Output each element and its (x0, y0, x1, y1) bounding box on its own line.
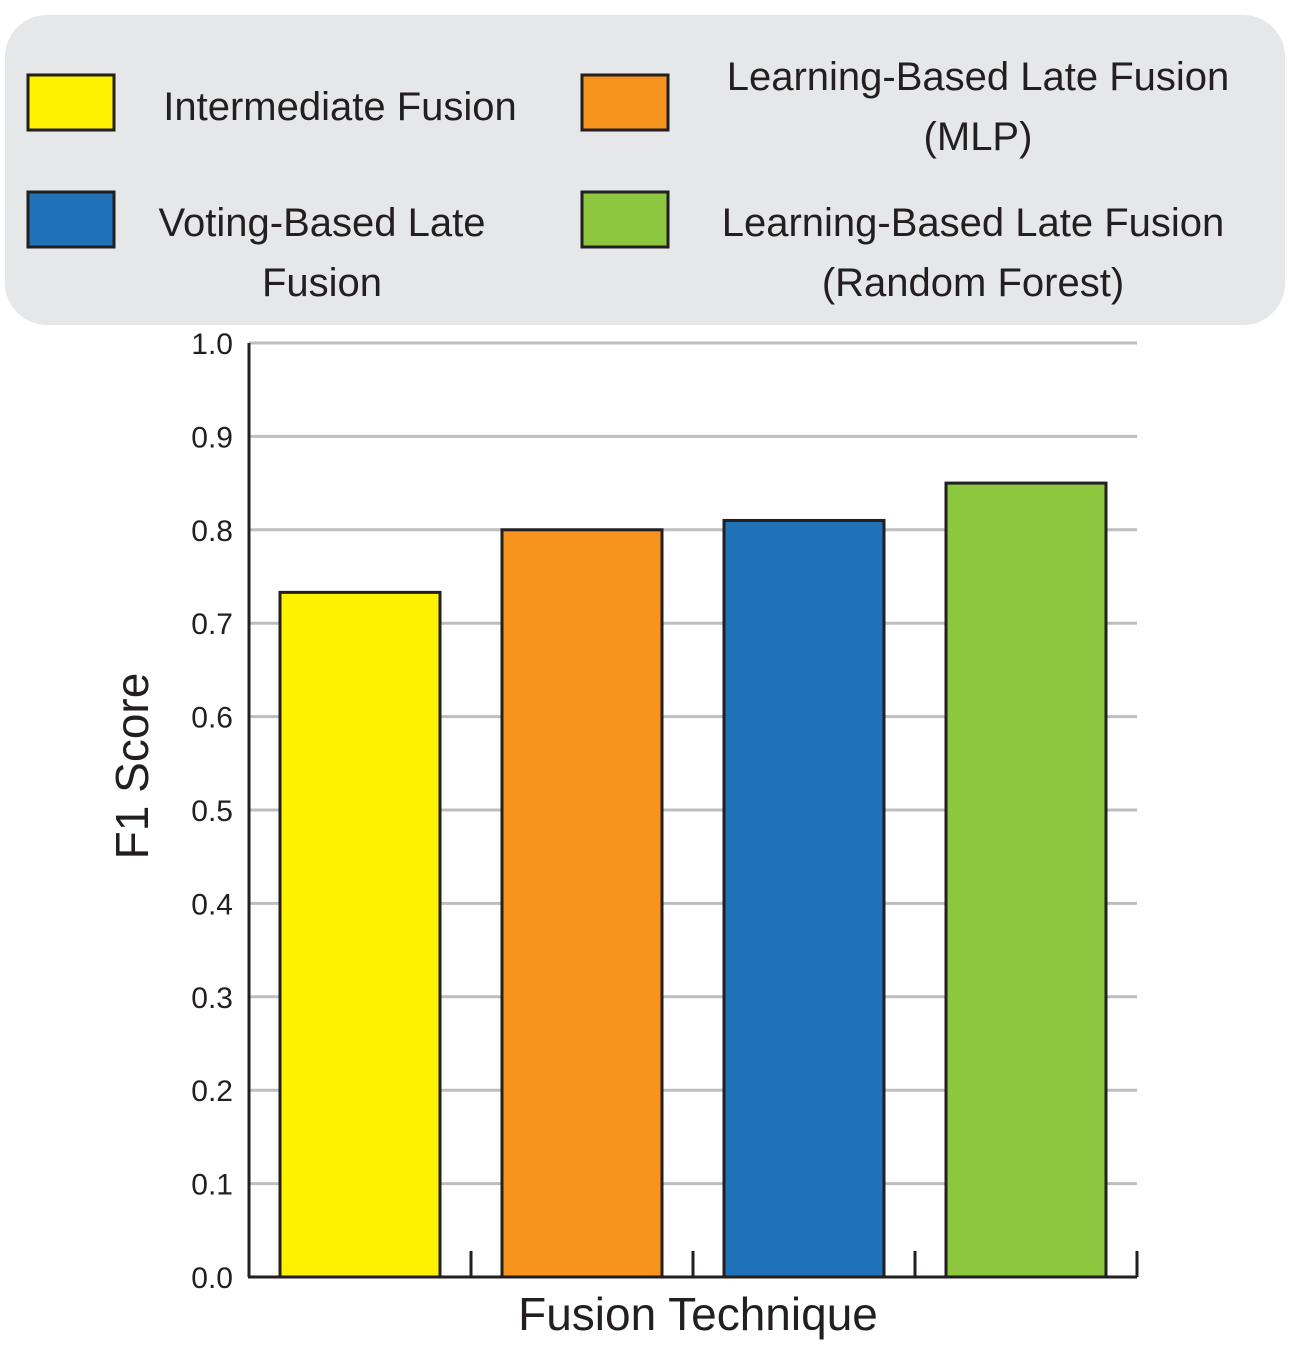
legend-item: Voting-Based Late Fusion (26, 190, 486, 305)
y-axis-title: F1 Score (106, 673, 158, 860)
legend-label: Learning-Based Late Fusion (722, 201, 1225, 245)
legend-swatch (26, 190, 116, 249)
legend-label: (MLP) (924, 115, 1033, 159)
bar: Voting-Based Late Fusion (722, 518, 886, 1279)
y-tick-label: 0.1 (191, 1169, 233, 1202)
y-tick-label: 0.7 (191, 608, 233, 641)
x-axis-title: Fusion Technique (518, 1288, 878, 1340)
bar: Learning-Based Late Fusion (Random Fores… (944, 481, 1108, 1279)
y-tick-label: 0.8 (191, 515, 233, 548)
legend-item: Intermediate Fusion (26, 73, 517, 132)
y-tick-label: 0.6 (191, 702, 233, 735)
legend-label: Learning-Based Late Fusion (727, 55, 1230, 99)
y-tick-label: 0.4 (191, 888, 233, 921)
y-tick-label: 0.0 (191, 1262, 233, 1295)
y-tick-label: 0.5 (191, 795, 233, 828)
legend-background (5, 15, 1285, 325)
axes (247, 343, 1139, 1279)
y-tick-label: 0.3 (191, 982, 233, 1015)
legend-label: Fusion (262, 261, 382, 305)
legend-label: (Random Forest) (822, 261, 1124, 305)
legend-swatch (580, 73, 670, 132)
bar: Learning-Based Late Fusion (MLP) (500, 528, 664, 1279)
legend-label: Intermediate Fusion (163, 85, 517, 129)
legend-swatch (580, 190, 670, 249)
y-tick-label: 0.2 (191, 1075, 233, 1108)
bars: Intermediate Fusion Learning-Based Late F… (278, 481, 1108, 1279)
y-tick-label: 0.9 (191, 421, 233, 454)
legend-swatch (26, 73, 116, 132)
legend: Intermediate Fusion Learning-Based Late F… (5, 15, 1285, 325)
bar: Intermediate Fusion (278, 590, 442, 1279)
y-tick-labels: 0.0 0.1 0.2 0.3 0.4 0.5 0.6 0.7 0.8 0.9 1.0 (191, 328, 233, 1295)
legend-label: Voting-Based Late (159, 201, 486, 245)
legend-item: Learning-Based Late Fusion (MLP) (580, 55, 1230, 159)
y-tick-label: 1.0 (191, 328, 233, 361)
legend-item: Learning-Based Late Fusion (Random Forest… (580, 190, 1225, 305)
